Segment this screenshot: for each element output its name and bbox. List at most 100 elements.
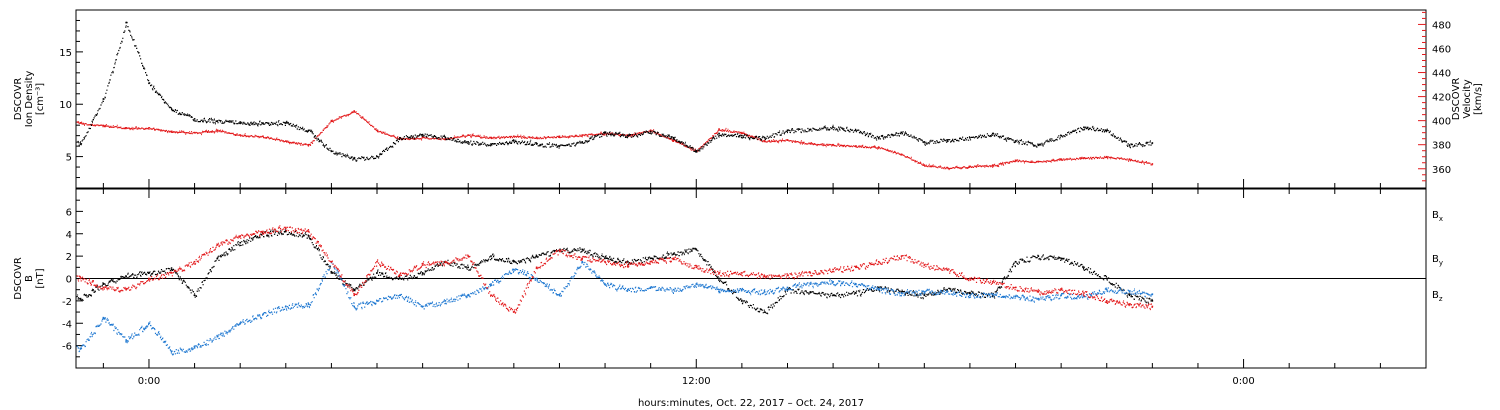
b-x-point (513, 260, 515, 263)
bottom-left-tick-label: -4 (62, 319, 72, 330)
b-z-point (1105, 300, 1108, 302)
b-x-point (330, 272, 333, 274)
b-z-point (1151, 305, 1154, 308)
top-left-axis-label-line: Ion Density (24, 71, 35, 128)
ion-density-point (695, 150, 698, 153)
velocity-point (672, 139, 675, 141)
b-z-point (627, 264, 629, 266)
top-right-axis-label-line: Velocity (1462, 79, 1473, 118)
velocity-point (581, 134, 584, 136)
ion-density-point (1128, 144, 1131, 146)
b-y-point (307, 303, 310, 306)
ion-density-point (421, 133, 424, 136)
ion-density-point (786, 129, 789, 132)
b-y-series (76, 260, 1154, 356)
ion-density-point (855, 129, 857, 132)
b-z-point (262, 230, 264, 233)
b-x-point (786, 288, 789, 291)
b-y-point (581, 260, 584, 263)
ion-density-trace (76, 21, 1153, 162)
ion-density-point (239, 121, 241, 123)
top-panel-frame (75, 9, 1427, 189)
b-x-point (1083, 266, 1085, 269)
velocity-point (102, 124, 105, 127)
b-y-point (786, 286, 789, 289)
b-x-point (877, 286, 880, 289)
b-y-point (444, 300, 447, 302)
ion-density-point (741, 134, 743, 137)
b-z-point (649, 260, 652, 263)
b-z-point (79, 277, 82, 280)
velocity-point (216, 129, 219, 132)
b-y-point (695, 283, 698, 285)
b-x-point (672, 253, 675, 255)
velocity-point (125, 127, 127, 129)
velocity-point (535, 136, 538, 139)
ion-density-point (809, 128, 812, 131)
velocity-point (649, 129, 652, 132)
b-x-series (76, 229, 1154, 315)
b-z-point (1083, 292, 1085, 294)
ion-density-point (148, 82, 150, 85)
top-left-axis-label: DSCOVR Ion Density [cm⁻³] (13, 71, 46, 128)
b-y-point (353, 305, 356, 308)
ion-density-point (1105, 129, 1108, 132)
ion-density-point (649, 130, 652, 133)
legend-By: By (1432, 254, 1443, 267)
b-y-point (741, 288, 743, 291)
b-z-point (102, 286, 105, 289)
b-z-point (718, 272, 720, 274)
b-y-trace (76, 261, 1153, 356)
b-z-point (193, 260, 196, 263)
bottom-axis-label-line: DSCOVR (13, 257, 24, 300)
top-right-tick-label: 380 (1432, 141, 1451, 152)
b-y-point (763, 291, 766, 293)
top-left-axis-label-line: DSCOVR (13, 78, 24, 121)
top-right-tick-label: 360 (1432, 165, 1451, 176)
ion-density-point (558, 145, 561, 147)
bottom-left-tick-label: 0 (66, 275, 72, 286)
b-z-point (216, 244, 219, 246)
x-tick-label: 0:00 (138, 376, 160, 387)
top-right-axis-label: DSCOVR Velocity [km/s] (1451, 78, 1484, 121)
b-z-point (695, 266, 698, 269)
b-z-point (558, 249, 561, 252)
b-x-point (649, 257, 652, 260)
b-z-point (581, 257, 584, 260)
ion-density-point (125, 21, 127, 24)
b-y-point (262, 313, 264, 316)
velocity-point (353, 110, 356, 112)
b-x-point (239, 241, 241, 244)
top-left-tick-label: 10 (59, 100, 72, 111)
ion-density-point (284, 122, 287, 124)
b-y-point (877, 288, 880, 291)
b-x-point (490, 255, 492, 257)
b-x-point (581, 248, 584, 251)
velocity-point (855, 145, 857, 147)
velocity-point (718, 128, 720, 130)
b-z-point (125, 288, 127, 291)
b-z-point (855, 266, 857, 269)
ion-density-point (193, 118, 196, 120)
b-x-point (284, 230, 287, 233)
velocity-series (76, 110, 1154, 171)
b-y-point (923, 291, 926, 293)
velocity-point (741, 131, 743, 134)
b-z-point (376, 260, 378, 263)
ion-density-point (102, 98, 105, 100)
b-x-point (900, 291, 903, 293)
ion-density-point (718, 132, 720, 135)
b-y-point (125, 339, 127, 341)
b-z-series (76, 225, 1154, 314)
b-z-point (946, 268, 948, 271)
top-right-tick-label: 400 (1432, 117, 1451, 128)
ion-density-point (444, 136, 447, 139)
ion-density-point (627, 134, 629, 137)
b-z-point (467, 255, 470, 257)
b-y-point (969, 294, 971, 297)
b-z-point (170, 272, 173, 274)
b-y-point (900, 292, 903, 294)
bottom-left-tick-label: 4 (66, 230, 72, 241)
b-x-point (946, 288, 948, 291)
ion-density-point (513, 140, 515, 142)
